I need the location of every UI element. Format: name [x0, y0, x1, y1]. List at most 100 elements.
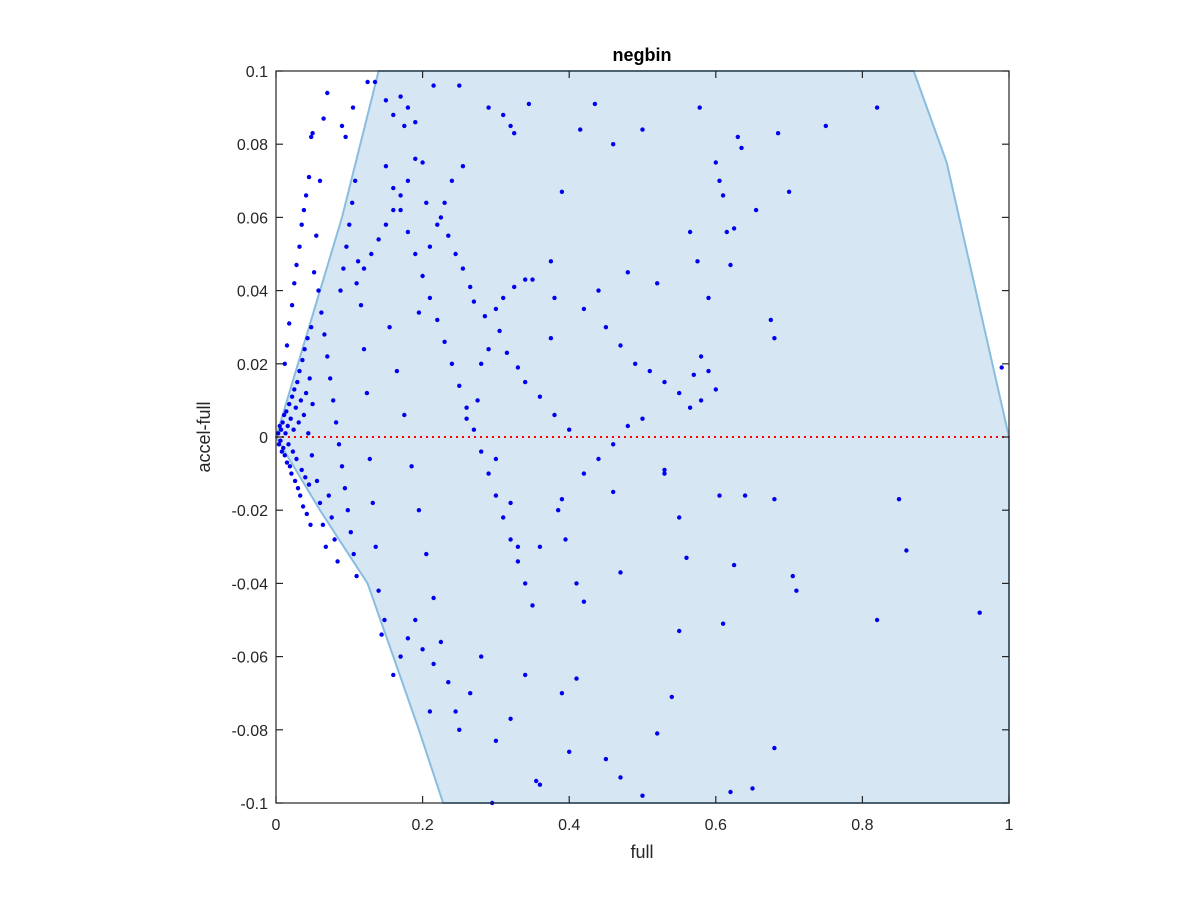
data-point [301, 412, 307, 418]
data-point [347, 222, 352, 227]
data-point [431, 595, 436, 601]
data-point [383, 222, 389, 227]
y-tick-label: 0.04 [237, 284, 268, 301]
data-point [772, 497, 777, 502]
data-point [331, 398, 336, 403]
data-point [354, 573, 359, 579]
data-point [640, 416, 645, 421]
data-point [435, 317, 440, 323]
data-point [333, 420, 339, 425]
data-point [306, 482, 312, 487]
data-point [285, 423, 290, 429]
data-point [405, 178, 411, 183]
x-tick-label: 0.2 [411, 817, 433, 834]
data-point [281, 412, 287, 418]
data-point [323, 544, 328, 549]
data-point [515, 559, 521, 564]
y-axis-label: accel-full [194, 401, 214, 472]
data-point [309, 134, 314, 140]
data-point [687, 229, 693, 235]
data-point [405, 229, 411, 235]
data-point [338, 288, 343, 293]
data-point [534, 778, 539, 784]
data-point [427, 709, 433, 714]
data-point [794, 588, 799, 593]
data-point [742, 493, 748, 498]
data-point [486, 347, 491, 352]
data-point [493, 493, 499, 498]
data-point [370, 500, 375, 506]
data-point [625, 423, 630, 429]
data-point [515, 365, 521, 370]
y-tick-label: 0.02 [237, 357, 268, 374]
data-point [486, 471, 491, 476]
data-point [724, 229, 729, 235]
data-point [874, 617, 880, 623]
data-point [367, 456, 372, 462]
data-point [431, 83, 436, 88]
data-point [446, 680, 451, 685]
data-point [277, 423, 282, 429]
data-point [391, 185, 396, 191]
data-point [786, 189, 792, 194]
data-point [376, 237, 381, 242]
data-point [977, 610, 982, 615]
data-point [413, 617, 418, 623]
data-point [278, 427, 284, 432]
data-point [398, 193, 403, 198]
data-point [633, 361, 638, 366]
data-point [471, 427, 477, 432]
data-point [706, 295, 711, 301]
data-point [405, 105, 411, 110]
data-point [336, 442, 342, 447]
data-point [453, 251, 458, 257]
data-point [574, 581, 579, 586]
data-point [339, 464, 345, 469]
data-point [611, 489, 616, 495]
data-point [391, 207, 396, 213]
data-point [523, 581, 528, 586]
data-point [361, 266, 367, 271]
data-point [314, 233, 319, 238]
data-point [335, 559, 340, 564]
data-point [302, 347, 307, 352]
data-point [276, 431, 281, 436]
data-point [501, 112, 506, 118]
data-point [299, 467, 304, 473]
data-point [420, 273, 425, 279]
data-point [320, 522, 326, 527]
data-point [556, 508, 561, 513]
data-point [297, 244, 302, 249]
data-point [713, 160, 718, 165]
data-point [358, 303, 364, 308]
data-point [319, 310, 324, 315]
data-point [365, 79, 370, 85]
data-point [552, 412, 557, 418]
data-point [662, 379, 667, 385]
data-point [790, 573, 795, 579]
y-tick-label: -0.08 [232, 723, 269, 740]
y-tick-label: -0.06 [232, 650, 269, 667]
data-point [471, 299, 477, 304]
data-point [457, 727, 462, 732]
data-point [482, 314, 488, 319]
data-point [479, 654, 484, 659]
data-point [526, 101, 532, 107]
data-point [391, 672, 396, 678]
data-point [286, 442, 291, 447]
data-point [300, 357, 305, 363]
data-point [303, 390, 309, 396]
data-point [768, 317, 773, 323]
data-point [523, 277, 528, 282]
data-point [460, 266, 466, 271]
data-point [567, 427, 572, 432]
y-tick-label: -0.04 [232, 576, 269, 593]
data-point [300, 504, 306, 509]
data-point [479, 361, 484, 366]
data-point [292, 281, 297, 286]
data-point [896, 497, 902, 502]
data-point [687, 405, 693, 410]
data-point [486, 105, 491, 110]
data-point [508, 716, 513, 721]
